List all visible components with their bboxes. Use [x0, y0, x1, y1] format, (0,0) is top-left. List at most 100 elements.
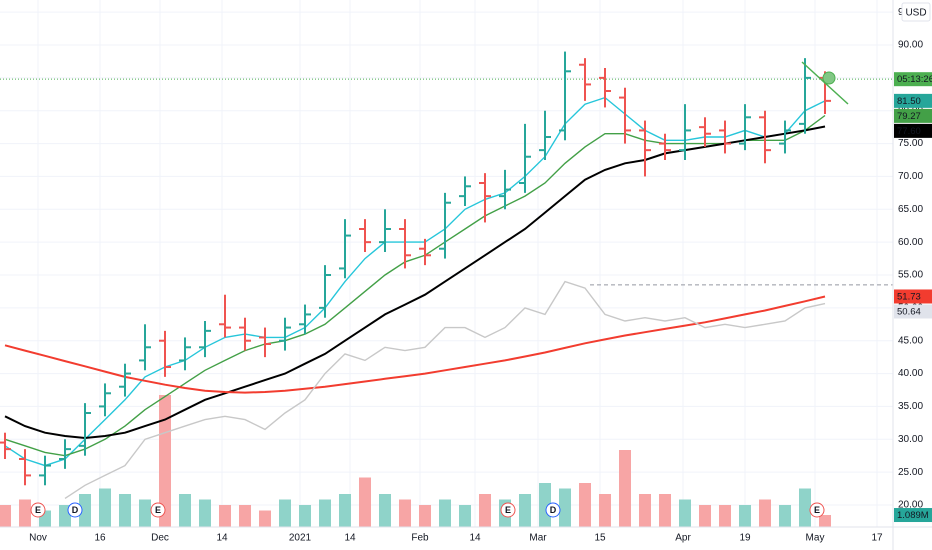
- alert-marker[interactable]: [822, 71, 836, 85]
- volume-bar: [659, 494, 671, 527]
- last-value-label: 51.73: [897, 292, 921, 303]
- volume-bar: [179, 494, 191, 527]
- volume-bar: [379, 494, 391, 527]
- y-tick-label: 70.00: [898, 171, 923, 182]
- last-value-label: 79.27: [897, 111, 921, 122]
- volume-bar: [319, 499, 331, 527]
- volume-bar: [699, 505, 711, 527]
- y-tick-label: 75.00: [898, 138, 923, 149]
- event-marker: [500, 502, 516, 518]
- x-tick-label: 14: [216, 533, 228, 544]
- currency: USD: [905, 8, 926, 19]
- last-value-label: 1.089M: [897, 510, 929, 521]
- volume-bar: [439, 499, 451, 527]
- event-marker: [30, 502, 46, 518]
- y-tick-label: 20.00: [898, 500, 923, 511]
- volume-bar: [299, 505, 311, 527]
- volume-bar: [799, 488, 811, 527]
- last-value-box: [894, 304, 932, 319]
- event-marker: [545, 502, 561, 518]
- volume-bar: [759, 499, 771, 527]
- last-value-label: 05:13:26: [897, 74, 932, 85]
- y-tick-label: 45.00: [898, 335, 923, 346]
- volume-bar: [619, 450, 631, 527]
- volume-bar: [239, 505, 251, 527]
- event-marker: [150, 502, 166, 518]
- event-marker: [67, 502, 83, 518]
- volume-bar: [519, 494, 531, 527]
- x-tick-label: 17: [871, 533, 883, 544]
- line-series: [4, 114, 826, 457]
- volume-bar: [679, 499, 691, 527]
- volume-bar: [639, 494, 651, 527]
- event-label: E: [814, 505, 820, 515]
- last-value-box: [894, 93, 932, 108]
- x-tick-label: Dec: [151, 533, 169, 544]
- y-tick-label: 25.00: [898, 467, 923, 478]
- event-marker: [809, 502, 825, 518]
- volume-bar: [79, 494, 91, 527]
- volume-bar: [819, 515, 831, 527]
- volume-bar: [359, 477, 371, 527]
- y-tick-label: 35.00: [898, 401, 923, 412]
- volume-bar: [539, 483, 551, 527]
- volume-bar: [0, 505, 11, 527]
- line-series: [64, 280, 826, 499]
- y-tick-label: 60.00: [898, 237, 923, 248]
- volume-bar: [139, 499, 151, 527]
- y-tick-label: 40.00: [898, 368, 923, 379]
- line-series: [4, 125, 826, 440]
- last-value-box: [894, 108, 932, 123]
- x-tick-label: 15: [594, 533, 606, 544]
- x-tick-label: 16: [94, 533, 106, 544]
- volume-pane: [0, 395, 831, 527]
- y-tick-label: 30.00: [898, 434, 923, 445]
- volume-bar: [779, 505, 791, 527]
- volume-bar: [219, 505, 231, 527]
- volume-bar: [99, 488, 111, 527]
- last-value-label: 50.64: [897, 307, 921, 318]
- last-value-box: [894, 72, 932, 87]
- x-tick-label: 14: [469, 533, 481, 544]
- volume-bar: [159, 395, 171, 527]
- last-value-label: 77.60: [897, 126, 921, 137]
- last-value-label: 81.50: [897, 96, 921, 107]
- volume-bar: [339, 494, 351, 527]
- line-series: [4, 295, 826, 394]
- last-value-box: [894, 123, 932, 138]
- volume-bar: [19, 499, 31, 527]
- volume-bar: [119, 494, 131, 527]
- volume-bar: [599, 494, 611, 527]
- volume-bar: [199, 499, 211, 527]
- volume-bar: [419, 505, 431, 527]
- x-tick-label: Apr: [675, 533, 691, 544]
- volume-bar: [719, 505, 731, 527]
- lines: [0, 78, 893, 499]
- event-label: E: [505, 505, 511, 515]
- grid: [0, 0, 893, 527]
- y-tick-label: 55.00: [898, 270, 923, 281]
- event-label: D: [72, 505, 79, 515]
- event-label: D: [550, 505, 557, 515]
- event-label: E: [155, 505, 161, 515]
- event-label: E: [35, 505, 41, 515]
- price-bars: [0, 51, 831, 486]
- volume-bar: [739, 505, 751, 527]
- last-labels: 05:13:26 81.50 79.27 77.60 51.73 50.64 1.089M: [894, 72, 932, 523]
- volume-bar: [579, 483, 591, 527]
- x-tick-label: Mar: [529, 533, 547, 544]
- volume-bar: [479, 494, 491, 527]
- currency-box[interactable]: [901, 2, 931, 22]
- y-tick-label: 65.00: [898, 204, 923, 215]
- x-tick-label: May: [806, 533, 825, 544]
- volume-bar: [559, 488, 571, 527]
- volume-bar: [259, 510, 271, 527]
- volume-bar: [399, 499, 411, 527]
- x-tick-label: Feb: [411, 533, 429, 544]
- x-tick-label: 19: [739, 533, 751, 544]
- x-tick-label: 2021: [289, 533, 312, 544]
- y-tick-label: 90.00: [898, 40, 923, 51]
- last-value-box: [894, 289, 932, 304]
